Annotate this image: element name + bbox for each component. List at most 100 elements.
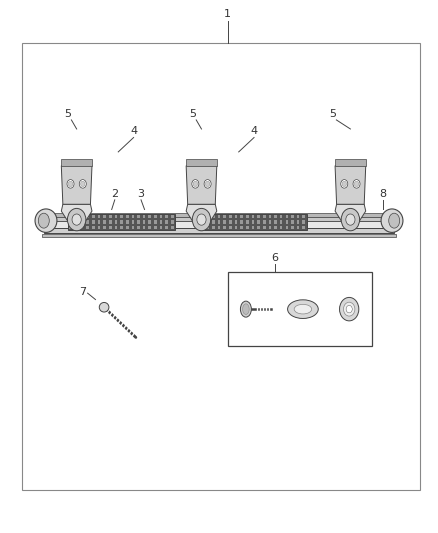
Bar — [263, 215, 265, 218]
Bar — [103, 215, 106, 218]
Text: 1: 1 — [224, 9, 231, 19]
Bar — [201, 226, 203, 229]
Bar — [303, 215, 305, 218]
Bar — [86, 215, 89, 218]
Bar — [148, 221, 151, 224]
Bar — [154, 221, 157, 224]
Bar — [22, 43, 420, 490]
Text: 4: 4 — [130, 126, 137, 136]
Bar — [206, 215, 209, 218]
Bar — [69, 226, 72, 229]
Bar — [235, 221, 237, 224]
Bar — [212, 221, 215, 224]
Ellipse shape — [35, 209, 57, 232]
Bar — [235, 226, 237, 229]
Bar — [98, 226, 100, 229]
Bar — [98, 215, 100, 218]
Bar — [166, 221, 168, 224]
Ellipse shape — [39, 213, 49, 228]
Circle shape — [72, 214, 81, 225]
Text: 5: 5 — [189, 109, 196, 119]
Bar — [154, 215, 157, 218]
Polygon shape — [61, 204, 92, 225]
Circle shape — [205, 181, 210, 187]
Bar — [42, 221, 396, 228]
Bar — [246, 215, 249, 218]
Bar — [75, 226, 78, 229]
Bar — [109, 226, 112, 229]
Circle shape — [67, 208, 86, 231]
Circle shape — [346, 214, 355, 225]
Circle shape — [204, 180, 211, 188]
Bar — [223, 221, 226, 224]
Bar — [115, 221, 117, 224]
Bar — [148, 226, 151, 229]
Bar — [126, 226, 128, 229]
Bar — [235, 215, 237, 218]
Bar — [120, 226, 123, 229]
Bar — [154, 226, 157, 229]
Bar — [297, 226, 300, 229]
Bar — [240, 226, 243, 229]
Bar — [206, 226, 209, 229]
Bar — [246, 226, 249, 229]
Bar — [131, 221, 134, 224]
Bar — [251, 215, 254, 218]
Bar — [212, 215, 215, 218]
Text: 6: 6 — [272, 253, 279, 263]
Ellipse shape — [243, 304, 249, 314]
Bar — [143, 215, 145, 218]
Bar — [171, 215, 174, 218]
Circle shape — [197, 214, 206, 225]
Bar — [61, 159, 92, 166]
Bar — [280, 226, 283, 229]
Bar — [199, 214, 307, 230]
Circle shape — [79, 180, 86, 188]
Bar — [103, 221, 106, 224]
Bar — [268, 226, 271, 229]
Bar — [171, 226, 174, 229]
Bar — [263, 221, 265, 224]
Circle shape — [353, 180, 360, 188]
Bar — [81, 221, 83, 224]
Bar — [131, 215, 134, 218]
Text: 8: 8 — [380, 189, 387, 199]
Bar — [263, 226, 265, 229]
Polygon shape — [186, 204, 217, 225]
Ellipse shape — [288, 300, 318, 319]
Bar — [303, 226, 305, 229]
Bar — [126, 215, 128, 218]
Bar — [131, 226, 134, 229]
Circle shape — [68, 181, 73, 187]
Bar — [257, 215, 260, 218]
Bar — [186, 159, 217, 166]
Bar — [69, 221, 72, 224]
Polygon shape — [186, 166, 217, 204]
Bar — [291, 221, 294, 224]
Circle shape — [341, 180, 348, 188]
Bar — [160, 226, 162, 229]
Bar — [218, 221, 220, 224]
Bar — [171, 221, 174, 224]
Circle shape — [342, 181, 346, 187]
Text: 5: 5 — [64, 109, 71, 119]
Bar — [297, 215, 300, 218]
Bar — [120, 215, 123, 218]
Bar — [274, 221, 277, 224]
Bar — [201, 215, 203, 218]
Circle shape — [193, 181, 198, 187]
Bar — [286, 226, 288, 229]
Bar — [257, 221, 260, 224]
Circle shape — [346, 305, 352, 313]
Bar — [257, 226, 260, 229]
Bar — [268, 221, 271, 224]
Bar — [42, 234, 396, 237]
Bar — [115, 215, 117, 218]
Ellipse shape — [389, 213, 399, 228]
Bar — [206, 221, 209, 224]
Bar — [229, 215, 232, 218]
Bar — [223, 226, 226, 229]
Bar — [280, 215, 283, 218]
Bar — [274, 226, 277, 229]
Ellipse shape — [240, 301, 251, 317]
